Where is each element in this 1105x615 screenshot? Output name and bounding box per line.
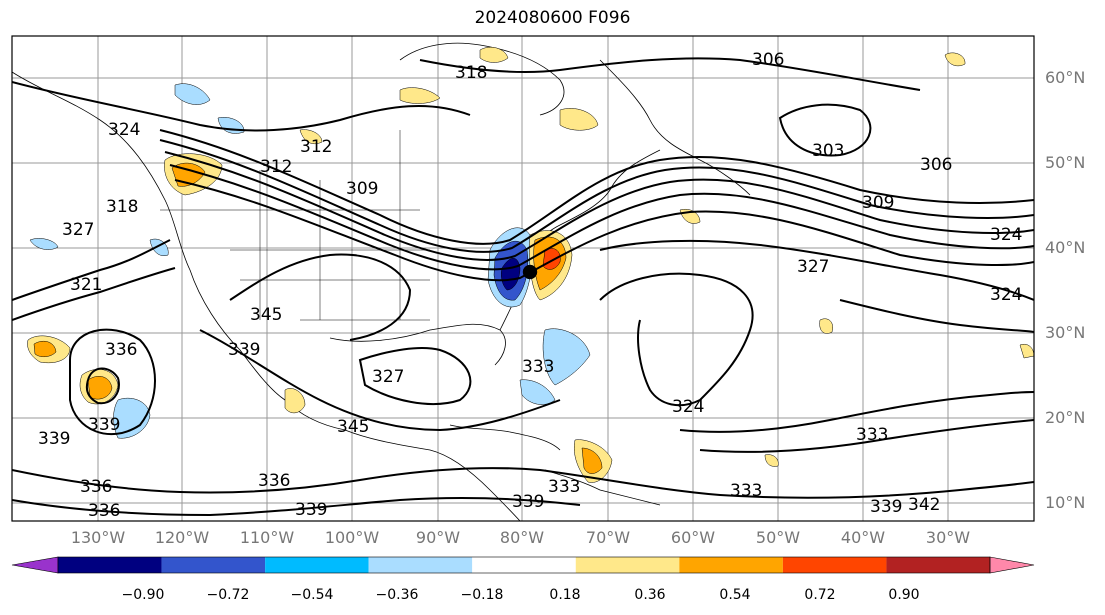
colorbar-tick: −0.90	[121, 587, 165, 603]
contour-label: 336	[105, 340, 137, 360]
lon-label: 80°W	[499, 528, 545, 547]
contour-label: 318	[455, 63, 487, 83]
colorbar-segment	[265, 557, 369, 573]
contour-label: 306	[752, 50, 784, 70]
contour-label: 309	[346, 179, 378, 199]
lon-label: 60°W	[670, 528, 716, 547]
colorbar-tick: −0.72	[206, 587, 250, 603]
colorbar-segment	[58, 557, 162, 573]
lat-label: 30°N	[1045, 323, 1086, 342]
colorbar-segment	[886, 557, 990, 573]
lon-label: 130°W	[70, 528, 126, 547]
contour-label: 327	[62, 220, 94, 240]
contour-label: 318	[106, 197, 138, 217]
lat-label: 60°N	[1045, 68, 1086, 87]
colorbar-extend-high	[989, 556, 1035, 574]
contour-label: 342	[908, 495, 940, 515]
colorbar-segment	[161, 557, 266, 573]
contour-label: 333	[730, 481, 762, 501]
contour-label: 309	[862, 193, 894, 213]
colorbar-frame	[57, 556, 991, 574]
map-title: 2024080600 F096	[474, 8, 631, 28]
colorbar-segment	[575, 557, 680, 573]
contour-label: 324	[990, 225, 1022, 245]
colorbar-segment	[472, 557, 576, 573]
colorbar-segment	[782, 557, 887, 573]
contour-label: 312	[260, 157, 292, 177]
contour-label: 336	[88, 501, 120, 521]
contour-label: 333	[856, 425, 888, 445]
contour-label: 339	[88, 415, 120, 435]
lon-label: 30°W	[925, 528, 971, 547]
contour-label: 327	[797, 257, 829, 277]
colorbar-tick: 0.36	[634, 587, 666, 603]
lon-label: 50°W	[755, 528, 801, 547]
contour-label: 336	[80, 477, 112, 497]
colorbar-tick: 0.18	[549, 587, 581, 603]
colorbar-segment	[679, 557, 783, 573]
lon-label: 110°W	[239, 528, 295, 547]
contour-label: 312	[300, 137, 332, 157]
contour-label: 321	[70, 275, 102, 295]
contour-label: 336	[258, 471, 290, 491]
contour-label: 303	[812, 141, 844, 161]
contour-label: 324	[108, 120, 140, 140]
contour-label: 345	[337, 417, 369, 437]
lat-label: 10°N	[1045, 493, 1086, 512]
contour-labels: 318 306 303 306 309 324 327 324 312 312 …	[38, 50, 1022, 521]
contours	[12, 57, 1034, 517]
colorbar-tick: 0.90	[888, 587, 920, 603]
colorbar-extend-low	[11, 556, 59, 574]
contour-label: 333	[548, 477, 580, 497]
lat-label: 40°N	[1045, 238, 1086, 257]
contour-label: 333	[522, 357, 554, 377]
colorbar-tick: −0.36	[375, 587, 419, 603]
colorbar-tick: −0.18	[460, 587, 504, 603]
map-area: 318 306 303 306 309 324 327 324 312 312 …	[12, 36, 1034, 521]
colorbar-tick: −0.54	[290, 587, 334, 603]
colorbar-tick: 0.54	[719, 587, 751, 603]
contour-label: 327	[372, 367, 404, 387]
state-borders	[160, 130, 430, 321]
lon-label: 100°W	[324, 528, 380, 547]
lat-label: 50°N	[1045, 153, 1086, 172]
shaded-anomalies	[27, 47, 1034, 483]
contour-label: 306	[920, 155, 952, 175]
contour-label: 324	[672, 397, 704, 417]
lon-label: 120°W	[154, 528, 210, 547]
map-frame	[11, 35, 1035, 522]
lat-label: 20°N	[1045, 408, 1086, 427]
contour-label: 339	[38, 429, 70, 449]
colorbar-tick: 0.72	[804, 587, 836, 603]
lon-label: 70°W	[585, 528, 631, 547]
contour-label: 339	[295, 500, 327, 520]
contour-label: 345	[250, 305, 282, 325]
contour-label: 339	[512, 492, 544, 512]
contour-label: 339	[228, 340, 260, 360]
contour-label: 324	[990, 285, 1022, 305]
lon-label: 90°W	[415, 528, 461, 547]
colorbar-segment	[368, 557, 473, 573]
contour-label: 339	[870, 497, 902, 517]
lon-label: 40°W	[840, 528, 886, 547]
colorbar	[11, 556, 1035, 574]
